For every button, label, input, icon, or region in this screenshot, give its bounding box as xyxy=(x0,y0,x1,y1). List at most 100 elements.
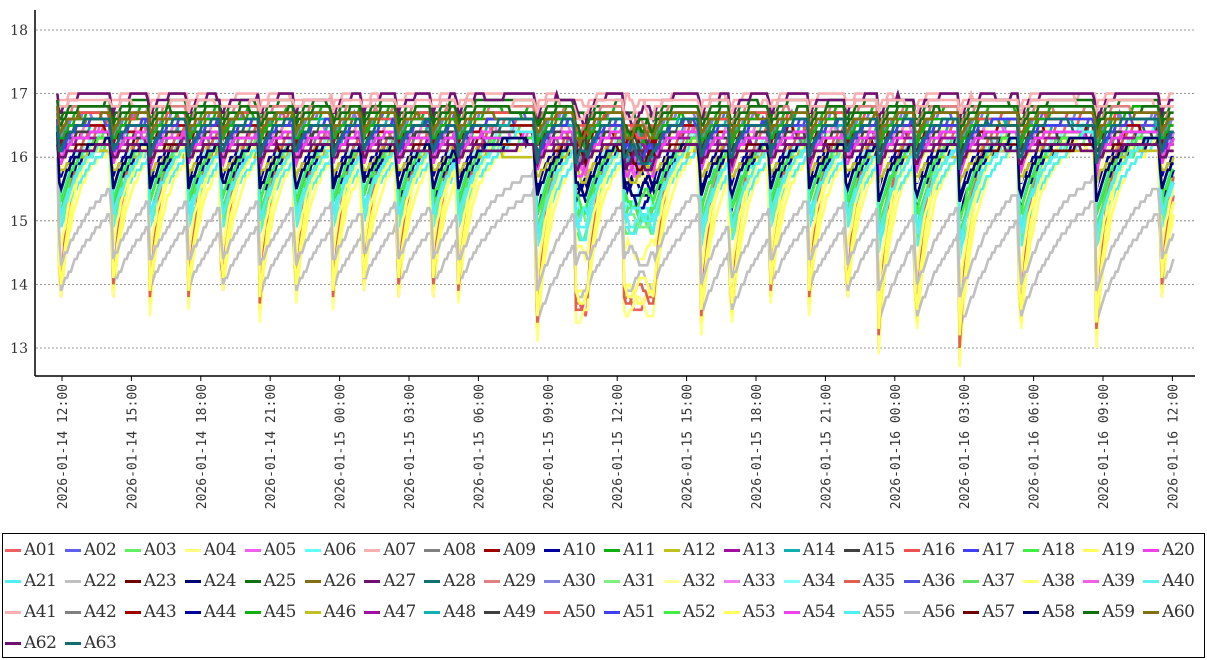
legend-item[interactable]: A19 xyxy=(1083,538,1135,562)
legend-swatch xyxy=(5,548,21,552)
legend-item[interactable]: A60 xyxy=(1143,600,1195,624)
legend-swatch xyxy=(783,610,800,614)
legend-item[interactable]: A62 xyxy=(5,631,57,655)
legend-swatch xyxy=(963,579,980,583)
legend-item[interactable]: A55 xyxy=(843,600,896,624)
legend-item[interactable]: A06 xyxy=(304,538,356,562)
legend-swatch xyxy=(244,579,261,583)
legend-label: A19 xyxy=(1102,540,1135,560)
legend-item[interactable]: A03 xyxy=(124,538,177,562)
legend-swatch xyxy=(1023,610,1040,614)
legend-item[interactable]: A16 xyxy=(903,538,955,562)
legend-item[interactable]: A41 xyxy=(5,600,57,624)
y-tick-label: 15 xyxy=(10,214,28,230)
legend-item[interactable]: A37 xyxy=(963,569,1015,593)
legend-item[interactable]: A46 xyxy=(304,600,356,624)
legend-item[interactable]: A07 xyxy=(364,538,416,562)
legend-item[interactable]: A56 xyxy=(903,600,956,624)
legend-swatch xyxy=(1023,579,1040,583)
legend-item[interactable]: A31 xyxy=(604,569,656,593)
legend-label: A22 xyxy=(83,571,117,591)
x-tick-label: 2026-01-16 00:00 xyxy=(889,384,904,509)
legend-item[interactable]: A09 xyxy=(484,538,536,562)
legend-swatch xyxy=(64,548,81,552)
legend-item[interactable]: A38 xyxy=(1023,569,1075,593)
legend-swatch xyxy=(304,579,321,583)
legend-swatch xyxy=(64,610,81,614)
legend-item[interactable]: A04 xyxy=(184,538,237,562)
legend-swatch xyxy=(424,579,441,583)
legend-label: A56 xyxy=(922,602,956,622)
legend-item[interactable]: A17 xyxy=(963,538,1015,562)
legend-item[interactable]: A47 xyxy=(364,600,416,624)
legend-item[interactable]: A32 xyxy=(663,569,716,593)
series-line-a35 xyxy=(56,117,1175,349)
legend-item[interactable]: A53 xyxy=(723,600,776,624)
legend-item[interactable]: A05 xyxy=(244,538,297,562)
legend-swatch xyxy=(604,548,620,552)
legend-item[interactable]: A10 xyxy=(544,538,596,562)
legend-item[interactable]: A58 xyxy=(1023,600,1075,624)
legend-item[interactable]: A49 xyxy=(484,600,536,624)
legend-item[interactable]: A14 xyxy=(783,538,836,562)
legend-item[interactable]: A59 xyxy=(1083,600,1135,624)
legend-item[interactable]: A28 xyxy=(424,569,476,593)
y-tick-labels: 13 14 15 16 17 18 xyxy=(10,23,28,357)
legend-item[interactable]: A02 xyxy=(64,538,117,562)
x-tick-label: 2026-01-15 21:00 xyxy=(819,384,834,509)
legend-item[interactable]: A29 xyxy=(484,569,536,593)
x-tick-label: 2026-01-16 03:00 xyxy=(958,384,973,509)
legend-item[interactable]: A63 xyxy=(64,631,117,655)
legend-swatch xyxy=(484,548,501,552)
legend-item[interactable]: A33 xyxy=(723,569,776,593)
legend-swatch xyxy=(5,641,21,645)
legend-label: A52 xyxy=(682,602,716,622)
legend-swatch xyxy=(723,579,740,583)
legend-item[interactable]: A11 xyxy=(604,538,656,562)
legend-item[interactable]: A34 xyxy=(783,569,836,593)
legend-item[interactable]: A35 xyxy=(843,569,896,593)
legend-label: A62 xyxy=(24,633,57,653)
legend-item[interactable]: A43 xyxy=(124,600,177,624)
legend-item[interactable]: A21 xyxy=(5,569,57,593)
legend-item[interactable]: A15 xyxy=(843,538,896,562)
legend-label: A37 xyxy=(982,571,1015,591)
legend-label: A13 xyxy=(742,540,776,560)
legend-item[interactable]: A39 xyxy=(1083,569,1135,593)
x-tick-label: 2026-01-14 21:00 xyxy=(264,384,279,509)
legend-item[interactable]: A22 xyxy=(64,569,117,593)
legend-label: A02 xyxy=(83,540,117,560)
legend-item[interactable]: A20 xyxy=(1143,538,1195,562)
legend-item[interactable]: A52 xyxy=(663,600,716,624)
legend-swatch xyxy=(244,610,261,614)
legend-item[interactable]: A40 xyxy=(1143,569,1195,593)
legend-label: A36 xyxy=(922,571,956,591)
legend-label: A12 xyxy=(682,540,716,560)
legend-item[interactable]: A54 xyxy=(783,600,836,624)
legend-item[interactable]: A25 xyxy=(244,569,297,593)
legend-item[interactable]: A50 xyxy=(544,600,596,624)
legend-swatch xyxy=(64,641,81,645)
legend-item[interactable]: A23 xyxy=(124,569,177,593)
legend-item[interactable]: A24 xyxy=(184,569,237,593)
legend-item[interactable]: A36 xyxy=(903,569,956,593)
legend-label: A18 xyxy=(1042,540,1075,560)
legend-label: A23 xyxy=(143,571,177,591)
legend-item[interactable]: A13 xyxy=(723,538,776,562)
legend-item[interactable]: A30 xyxy=(544,569,596,593)
legend-swatch xyxy=(1083,548,1100,552)
legend-item[interactable]: A01 xyxy=(5,538,57,562)
legend-item[interactable]: A18 xyxy=(1023,538,1075,562)
legend-item[interactable]: A42 xyxy=(64,600,117,624)
legend-item[interactable]: A51 xyxy=(604,600,656,624)
legend-label: A57 xyxy=(982,602,1015,622)
legend-item[interactable]: A27 xyxy=(364,569,416,593)
legend-item[interactable]: A08 xyxy=(424,538,476,562)
legend-item[interactable]: A26 xyxy=(304,569,356,593)
legend-item[interactable]: A57 xyxy=(963,600,1015,624)
legend-label: A07 xyxy=(383,540,416,560)
legend-item[interactable]: A44 xyxy=(184,600,237,624)
legend-item[interactable]: A45 xyxy=(244,600,297,624)
legend-item[interactable]: A48 xyxy=(424,600,476,624)
legend-item[interactable]: A12 xyxy=(663,538,716,562)
